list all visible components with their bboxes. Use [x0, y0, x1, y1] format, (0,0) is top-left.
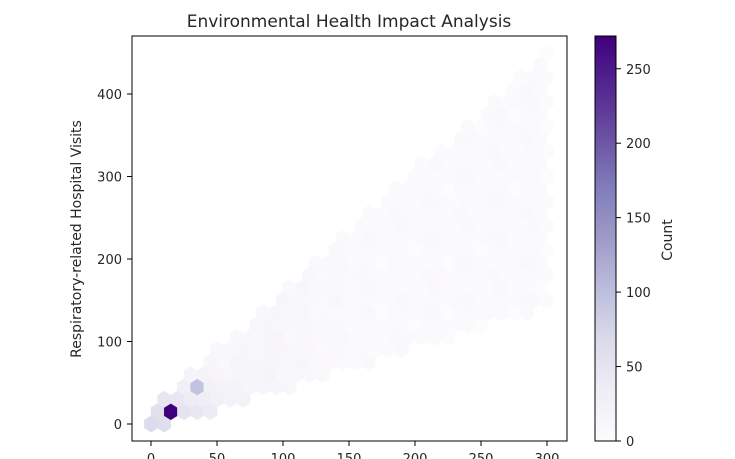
colorbar-label: Count — [660, 219, 676, 261]
y-tick-label: 0 — [114, 418, 122, 433]
y-tick-label: 300 — [97, 171, 122, 186]
hexbin-cell-344 — [540, 44, 554, 62]
colorbar-tick-label: 50 — [626, 361, 643, 376]
chart-title: Environmental Health Impact Analysis — [187, 12, 512, 32]
colorbar-tick-label: 100 — [626, 286, 651, 301]
colorbar-ticks: 0 50 100 150 200 250 — [616, 63, 651, 450]
y-axis-ticks: 0 100 200 300 400 — [97, 88, 132, 433]
colorbar-tick-label: 200 — [626, 137, 651, 152]
colorbar-tick-label: 150 — [626, 212, 651, 227]
colorbar-tick-label: 250 — [626, 63, 651, 78]
x-tick-label: 0 — [147, 452, 155, 459]
x-tick-label: 300 — [535, 452, 560, 459]
hexbin-cells — [144, 44, 554, 433]
colorbar-tick-label: 0 — [626, 435, 634, 450]
y-tick-label: 400 — [97, 88, 122, 103]
y-tick-label: 100 — [97, 336, 122, 351]
y-tick-label: 200 — [97, 253, 122, 268]
x-tick-label: 250 — [469, 452, 494, 459]
x-tick-label: 200 — [403, 452, 428, 459]
x-tick-label: 100 — [271, 452, 296, 459]
x-tick-label: 50 — [209, 452, 226, 459]
x-axis-ticks: 0 50 100 150 200 250 300 — [147, 441, 560, 459]
x-tick-label: 150 — [337, 452, 362, 459]
y-axis-label: Respiratory-related Hospital Visits — [69, 120, 85, 358]
colorbar — [594, 35, 617, 442]
